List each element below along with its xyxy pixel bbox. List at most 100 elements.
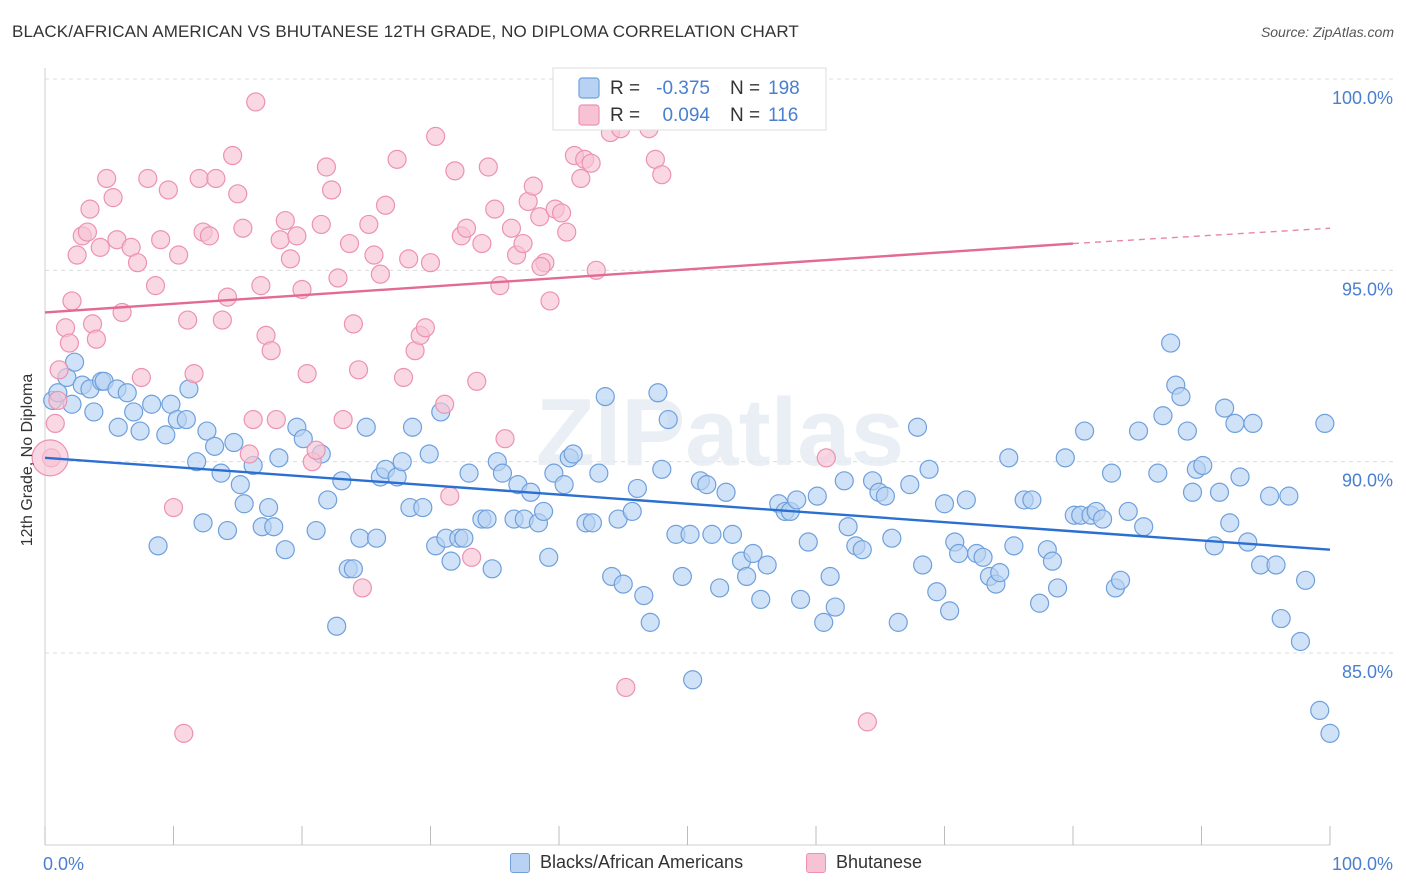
pink-data-point xyxy=(490,276,510,296)
blue-data-point xyxy=(366,528,387,548)
blue-data-point xyxy=(834,471,854,491)
blue-data-point xyxy=(293,429,313,449)
pink-data-point xyxy=(189,168,209,189)
pink-data-point xyxy=(311,214,331,235)
pink-data-point xyxy=(131,367,151,388)
blue-data-point xyxy=(148,536,168,556)
blue-data-point xyxy=(1153,406,1173,426)
pink-data-point xyxy=(80,199,100,219)
blue-data-point xyxy=(539,547,559,567)
blue-data-point xyxy=(1266,555,1286,575)
pink-data-point xyxy=(233,218,253,238)
pink-data-point xyxy=(169,245,189,265)
blue-data-point xyxy=(934,494,955,514)
blue-data-point xyxy=(1182,482,1203,502)
blue-data-point xyxy=(441,551,461,571)
blue-data-point xyxy=(482,559,502,579)
pink-data-point xyxy=(127,253,148,273)
blue-data-point xyxy=(413,497,433,518)
legend-r-value: 0.094 xyxy=(662,105,710,126)
pink-data-point xyxy=(857,712,878,732)
pink-data-point xyxy=(616,677,636,698)
blue-data-point xyxy=(1101,463,1122,483)
blue-trend-line xyxy=(44,456,1331,551)
blue-data-point xyxy=(492,463,513,483)
blue-data-point xyxy=(1230,467,1250,487)
pink-data-point xyxy=(581,153,601,173)
blue-data-point xyxy=(737,566,757,587)
blue-data-point xyxy=(187,452,207,472)
blue-data-point xyxy=(595,387,615,407)
legend-item-blacks[interactable]: Blacks/African Americans xyxy=(510,852,743,873)
pink-data-point xyxy=(77,222,98,242)
pink-data-point xyxy=(90,237,110,257)
pink-data-point xyxy=(306,440,326,460)
pink-data-point xyxy=(178,310,198,330)
blue-data-point xyxy=(589,463,609,483)
blue-data-point xyxy=(402,417,423,437)
blue-data-point xyxy=(956,490,976,510)
legend-item-bhutanese[interactable]: Bhutanese xyxy=(806,852,922,873)
blue-data-point xyxy=(1171,387,1191,407)
blue-data-point xyxy=(672,566,692,587)
pink-data-point xyxy=(67,245,87,265)
blue-data-point xyxy=(258,497,279,518)
blue-data-point xyxy=(392,452,412,472)
pink-data-point xyxy=(251,276,271,296)
pink-data-point xyxy=(348,360,369,380)
blue-data-point xyxy=(622,501,642,522)
x-tick-labels: 0.0% 100.0% xyxy=(43,854,1393,874)
blue-data-point xyxy=(84,402,104,422)
pink-data-point xyxy=(59,333,80,353)
legend-r-label: R = xyxy=(610,78,640,99)
grid xyxy=(45,78,1395,654)
blue-data-point xyxy=(343,559,363,579)
blue-data-point xyxy=(927,582,947,602)
pink-data-point xyxy=(316,157,337,177)
blue-data-point xyxy=(999,448,1019,468)
pink-data-point xyxy=(540,291,560,311)
blue-data-point xyxy=(1320,723,1340,743)
blue-data-point xyxy=(1128,421,1149,441)
blue-data-point xyxy=(327,616,347,636)
pink-data-point xyxy=(399,249,419,269)
blue-data-point xyxy=(1209,482,1230,502)
blue-data-point xyxy=(820,566,840,587)
legend-n-label: N = xyxy=(730,78,760,99)
pink-data-point xyxy=(48,390,68,411)
pink-data-point xyxy=(531,256,551,277)
pink-data-point xyxy=(571,168,591,189)
legend-bottom: Blacks/African Americans Bhutanese xyxy=(0,852,1406,878)
pink-data-point xyxy=(440,486,460,506)
pink-data-point xyxy=(456,218,477,238)
pink-data-point xyxy=(103,188,123,208)
blue-data-point xyxy=(1315,413,1335,433)
blue-data-point xyxy=(264,517,284,537)
blue-data-point xyxy=(1177,421,1197,441)
pink-data-point xyxy=(333,409,353,430)
pink-data-point xyxy=(145,276,166,296)
blue-data-point xyxy=(790,589,811,610)
y-tick-label: 85.0% xyxy=(1342,662,1393,682)
pink-data-point xyxy=(86,329,107,349)
blue-data-point xyxy=(949,543,969,564)
blue-data-point xyxy=(888,612,908,632)
pink-data-point xyxy=(328,268,348,288)
legend-swatch-pink xyxy=(806,852,826,873)
pink-data-point xyxy=(478,157,498,177)
blue-data-point xyxy=(197,421,217,441)
blue-data-point xyxy=(156,425,176,445)
pink-data-point xyxy=(339,233,360,254)
pink-data-point xyxy=(557,222,577,242)
blue-data-point xyxy=(1295,570,1316,590)
blue-data-point xyxy=(716,482,736,502)
blue-data-point xyxy=(751,589,771,610)
blue-data-point xyxy=(130,421,150,441)
blue-data-point xyxy=(1042,551,1063,571)
pink-data-point xyxy=(174,723,194,743)
pink-data-point xyxy=(501,218,522,238)
blue-data-point xyxy=(533,501,554,522)
legend-top: R = -0.375 N = 198 R = 0.094 N = 116 xyxy=(552,67,827,131)
pink-data-point xyxy=(495,429,515,449)
